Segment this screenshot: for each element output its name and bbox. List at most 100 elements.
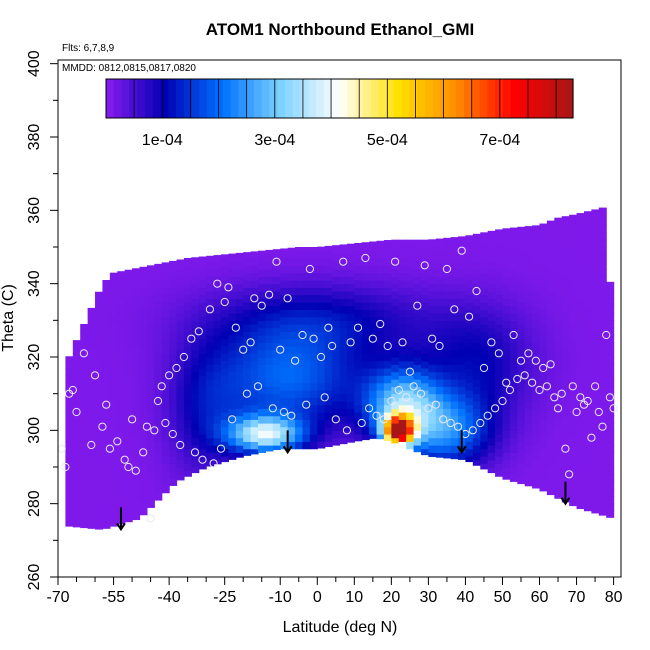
observation-point bbox=[542, 382, 552, 391]
heatmap-cell bbox=[383, 353, 392, 362]
heatmap-cell bbox=[509, 459, 518, 468]
heatmap-cell bbox=[398, 412, 407, 420]
heatmap-cell bbox=[80, 514, 89, 523]
heatmap-cell bbox=[583, 320, 592, 329]
heatmap-cell bbox=[243, 252, 252, 259]
heatmap-cell bbox=[524, 423, 533, 431]
heatmap-cell bbox=[369, 397, 378, 406]
heatmap-cell bbox=[302, 338, 311, 347]
heatmap-cell bbox=[561, 467, 570, 475]
heatmap-cell bbox=[554, 272, 563, 281]
heatmap-cell bbox=[428, 415, 437, 424]
heatmap-cell bbox=[324, 426, 333, 435]
colorbar-segment bbox=[417, 79, 426, 118]
heatmap-cell bbox=[169, 338, 178, 347]
heatmap-cell bbox=[546, 415, 555, 424]
heatmap-cell bbox=[509, 364, 518, 373]
heatmap-cell bbox=[458, 386, 467, 395]
heatmap-cell bbox=[398, 316, 407, 325]
heatmap-cell bbox=[80, 331, 89, 340]
heatmap-cell bbox=[243, 258, 252, 266]
heatmap-cell bbox=[598, 349, 607, 358]
heatmap-cell bbox=[524, 261, 533, 270]
heatmap-cell bbox=[369, 390, 378, 398]
heatmap-cell bbox=[191, 379, 200, 387]
heatmap-cell bbox=[280, 382, 289, 391]
heatmap-cell bbox=[376, 294, 385, 303]
heatmap-cell bbox=[420, 353, 429, 362]
heatmap-cell bbox=[561, 393, 570, 402]
heatmap-cell bbox=[502, 445, 511, 453]
heatmap-cell bbox=[117, 459, 126, 468]
heatmap-cell bbox=[598, 357, 607, 365]
heatmap-cell bbox=[554, 228, 563, 237]
heatmap-cell bbox=[95, 478, 104, 486]
heatmap-cell bbox=[258, 276, 267, 285]
observation-point bbox=[491, 404, 500, 413]
heatmap-cell bbox=[413, 291, 422, 299]
heatmap-cell bbox=[354, 375, 363, 384]
heatmap-cell bbox=[576, 298, 585, 307]
heatmap-cell bbox=[213, 335, 222, 343]
observation-point bbox=[353, 323, 363, 332]
heatmap-cell bbox=[287, 434, 296, 442]
heatmap-cell bbox=[332, 245, 341, 248]
heatmap-cell bbox=[139, 294, 148, 303]
heatmap-cell bbox=[317, 419, 326, 428]
heatmap-cell bbox=[139, 338, 148, 347]
heatmap-cell bbox=[443, 320, 452, 329]
heatmap-cell bbox=[95, 382, 104, 391]
heatmap-cell bbox=[576, 393, 585, 402]
heatmap-cell bbox=[146, 309, 155, 318]
heatmap-cell bbox=[317, 382, 326, 391]
heatmap-cell bbox=[132, 456, 141, 464]
heatmap-cell bbox=[472, 239, 481, 248]
heatmap-cell bbox=[183, 434, 192, 442]
heatmap-cell bbox=[443, 342, 452, 351]
heatmap-cell bbox=[561, 276, 570, 285]
heatmap-cell bbox=[124, 280, 133, 288]
heatmap-cell bbox=[265, 379, 274, 387]
heatmap-cell bbox=[376, 338, 385, 347]
heatmap-cell bbox=[109, 507, 118, 516]
heatmap-cell bbox=[72, 419, 81, 428]
heatmap-cell bbox=[532, 342, 541, 351]
heatmap-cell bbox=[139, 448, 148, 457]
heatmap-cell bbox=[546, 313, 555, 321]
heatmap-cell bbox=[450, 364, 459, 373]
heatmap-cell bbox=[465, 419, 474, 428]
colorbar-segment bbox=[526, 79, 535, 118]
heatmap-cell bbox=[465, 368, 474, 376]
heatmap-cell bbox=[524, 415, 533, 424]
heatmap-cell bbox=[280, 248, 289, 252]
heatmap-cell bbox=[183, 404, 192, 413]
heatmap-cell bbox=[420, 250, 429, 259]
heatmap-cell bbox=[598, 445, 607, 453]
heatmap-cell bbox=[450, 371, 459, 380]
observation-point bbox=[383, 341, 392, 351]
observation-point bbox=[531, 356, 540, 365]
heatmap-cell bbox=[354, 242, 363, 244]
heatmap-cell bbox=[591, 478, 600, 486]
heatmap-cell bbox=[561, 408, 570, 417]
colorbar-segment bbox=[464, 79, 473, 118]
heatmap-cell bbox=[346, 298, 355, 307]
heatmap-cell bbox=[265, 305, 274, 314]
heatmap-cell bbox=[480, 441, 489, 450]
heatmap-cell bbox=[95, 353, 104, 362]
heatmap-cell bbox=[561, 217, 570, 226]
heatmap-cell bbox=[220, 456, 229, 463]
heatmap-cell bbox=[154, 263, 163, 266]
heatmap-cell bbox=[576, 371, 585, 380]
heatmap-cell bbox=[509, 283, 518, 292]
observation-point bbox=[602, 330, 611, 340]
heatmap-cell bbox=[102, 280, 111, 288]
heatmap-cell bbox=[235, 445, 244, 453]
colorbar-segment bbox=[238, 79, 247, 118]
heatmap-cell bbox=[524, 276, 533, 285]
heatmap-cell bbox=[339, 313, 348, 321]
heatmap-cell bbox=[606, 349, 615, 358]
heatmap-cell bbox=[95, 470, 104, 479]
observation-point bbox=[239, 345, 248, 354]
heatmap-cell bbox=[198, 302, 207, 310]
